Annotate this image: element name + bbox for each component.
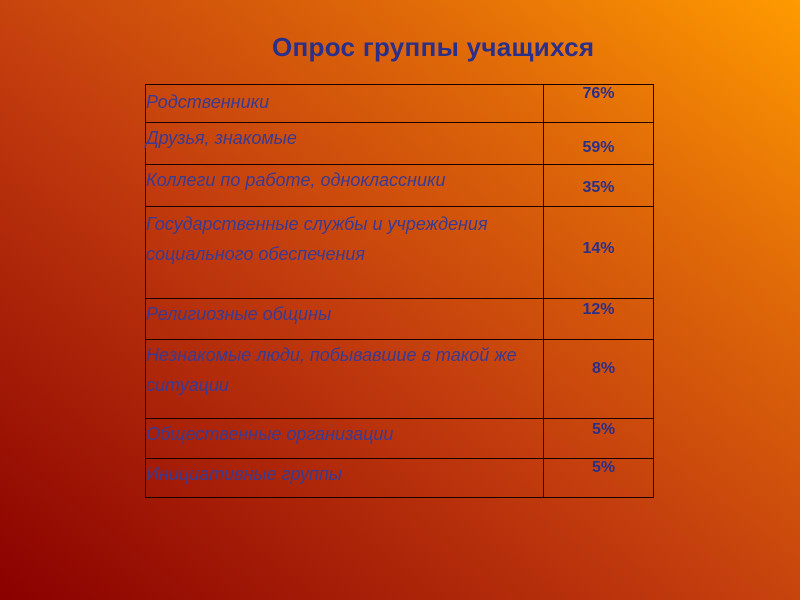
row-value: 35% (543, 164, 654, 207)
table-row: Государственные службы и учреждения соци… (145, 206, 654, 299)
row-value: 59% (543, 122, 654, 165)
row-value: 12% (543, 298, 654, 340)
row-label: Коллеги по работе, одноклассники (145, 164, 544, 207)
table-row: Коллеги по работе, одноклассники 35% (145, 164, 654, 207)
row-label: Государственные службы и учреждения соци… (145, 206, 544, 299)
table-row: Незнакомые люди, побывавшие в такой же с… (145, 339, 654, 419)
row-value: 5% (543, 418, 654, 459)
table-row: Религиозные общины 12% (145, 298, 654, 340)
table-row: Общественные организации 5% (145, 418, 654, 459)
row-value: 76% (543, 84, 654, 123)
survey-table: Родственники 76% Друзья, знакомые 59% Ко… (145, 84, 654, 498)
table-row: Родственники 76% (145, 84, 654, 123)
page-title: Опрос группы учащихся (272, 32, 595, 62)
row-label: Друзья, знакомые (145, 122, 544, 165)
row-label: Родственники (145, 84, 544, 123)
row-label: Религиозные общины (145, 298, 544, 340)
row-label: Инициативные группы (145, 458, 544, 498)
row-value: 5% (543, 458, 654, 498)
row-value: 8% (543, 339, 654, 419)
row-label: Общественные организации (145, 418, 544, 459)
row-value: 14% (543, 206, 654, 299)
row-label: Незнакомые люди, побывавшие в такой же с… (145, 339, 544, 419)
table-row: Друзья, знакомые 59% (145, 122, 654, 165)
table-row: Инициативные группы 5% (145, 458, 654, 498)
